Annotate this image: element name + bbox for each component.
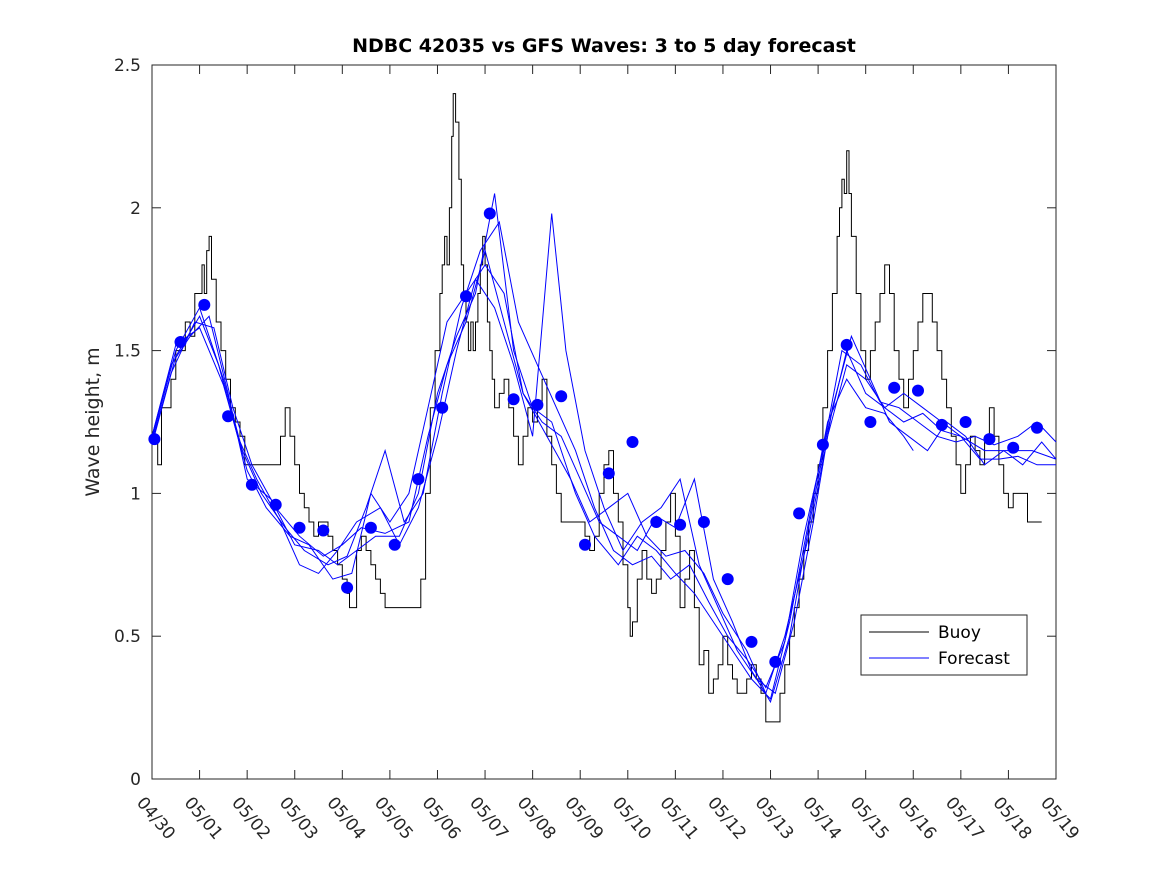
legend-box [860,614,1028,676]
forecast-point [1007,441,1020,454]
legend-forecast-label: Forecast [938,649,1010,669]
y-tick-label: 0 [130,770,141,790]
forecast-point [579,538,591,551]
forecast-point [912,384,924,397]
y-tick-label: 2.5 [114,56,141,76]
forecast-point [650,516,663,528]
forecast-point [317,524,330,537]
forecast-point [460,290,472,303]
forecast-point [745,635,758,648]
forecast-point [602,467,615,480]
forecast-run-line-4 [151,213,1057,695]
forecast-run-line-5 [151,263,1056,704]
legend-buoy-label: Buoy [938,623,981,643]
y-tick-label: 1.5 [114,342,141,362]
forecast-point [245,478,258,491]
forecast-point [341,581,354,594]
forecast-point [864,416,877,428]
legend: Buoy Forecast [860,614,1028,676]
forecast-point [269,498,282,511]
buoy-series-line [154,93,1042,723]
forecast-point [959,416,972,428]
forecast-point [388,538,401,551]
forecast-point [364,521,377,534]
forecast-point [198,298,211,311]
y-axis-label: Wave height, m [82,347,104,496]
forecast-point [793,507,806,520]
forecast-point [148,433,161,446]
forecast-point [483,207,496,220]
y-tick-label: 2 [130,199,141,219]
forecast-point [555,390,568,403]
forecast-point [721,573,734,586]
forecast-run-line-1 [151,248,1057,695]
forecast-point [174,336,187,348]
forecast-point [626,436,639,448]
forecast-run-line-2 [151,193,914,701]
chart-title: NDBC 42035 vs GFS Waves: 3 to 5 day fore… [352,35,856,57]
y-tick-label: 1 [130,484,141,504]
y-tick-label: 0.5 [114,627,141,647]
forecast-point [1031,421,1043,434]
forecast-point [531,398,544,411]
series-layer [148,93,1057,723]
forecast-point [888,381,901,394]
forecast-point [412,473,425,486]
forecast-point [840,338,853,351]
forecast-point [816,438,829,451]
forecast-point [674,518,687,531]
forecast-point [697,516,710,528]
forecast-point [293,521,306,534]
forecast-point [983,433,996,446]
forecast-point [507,393,520,406]
forecast-point [222,410,235,423]
forecast-point [769,655,782,668]
forecast-point [935,418,948,431]
forecast-point [436,401,449,414]
